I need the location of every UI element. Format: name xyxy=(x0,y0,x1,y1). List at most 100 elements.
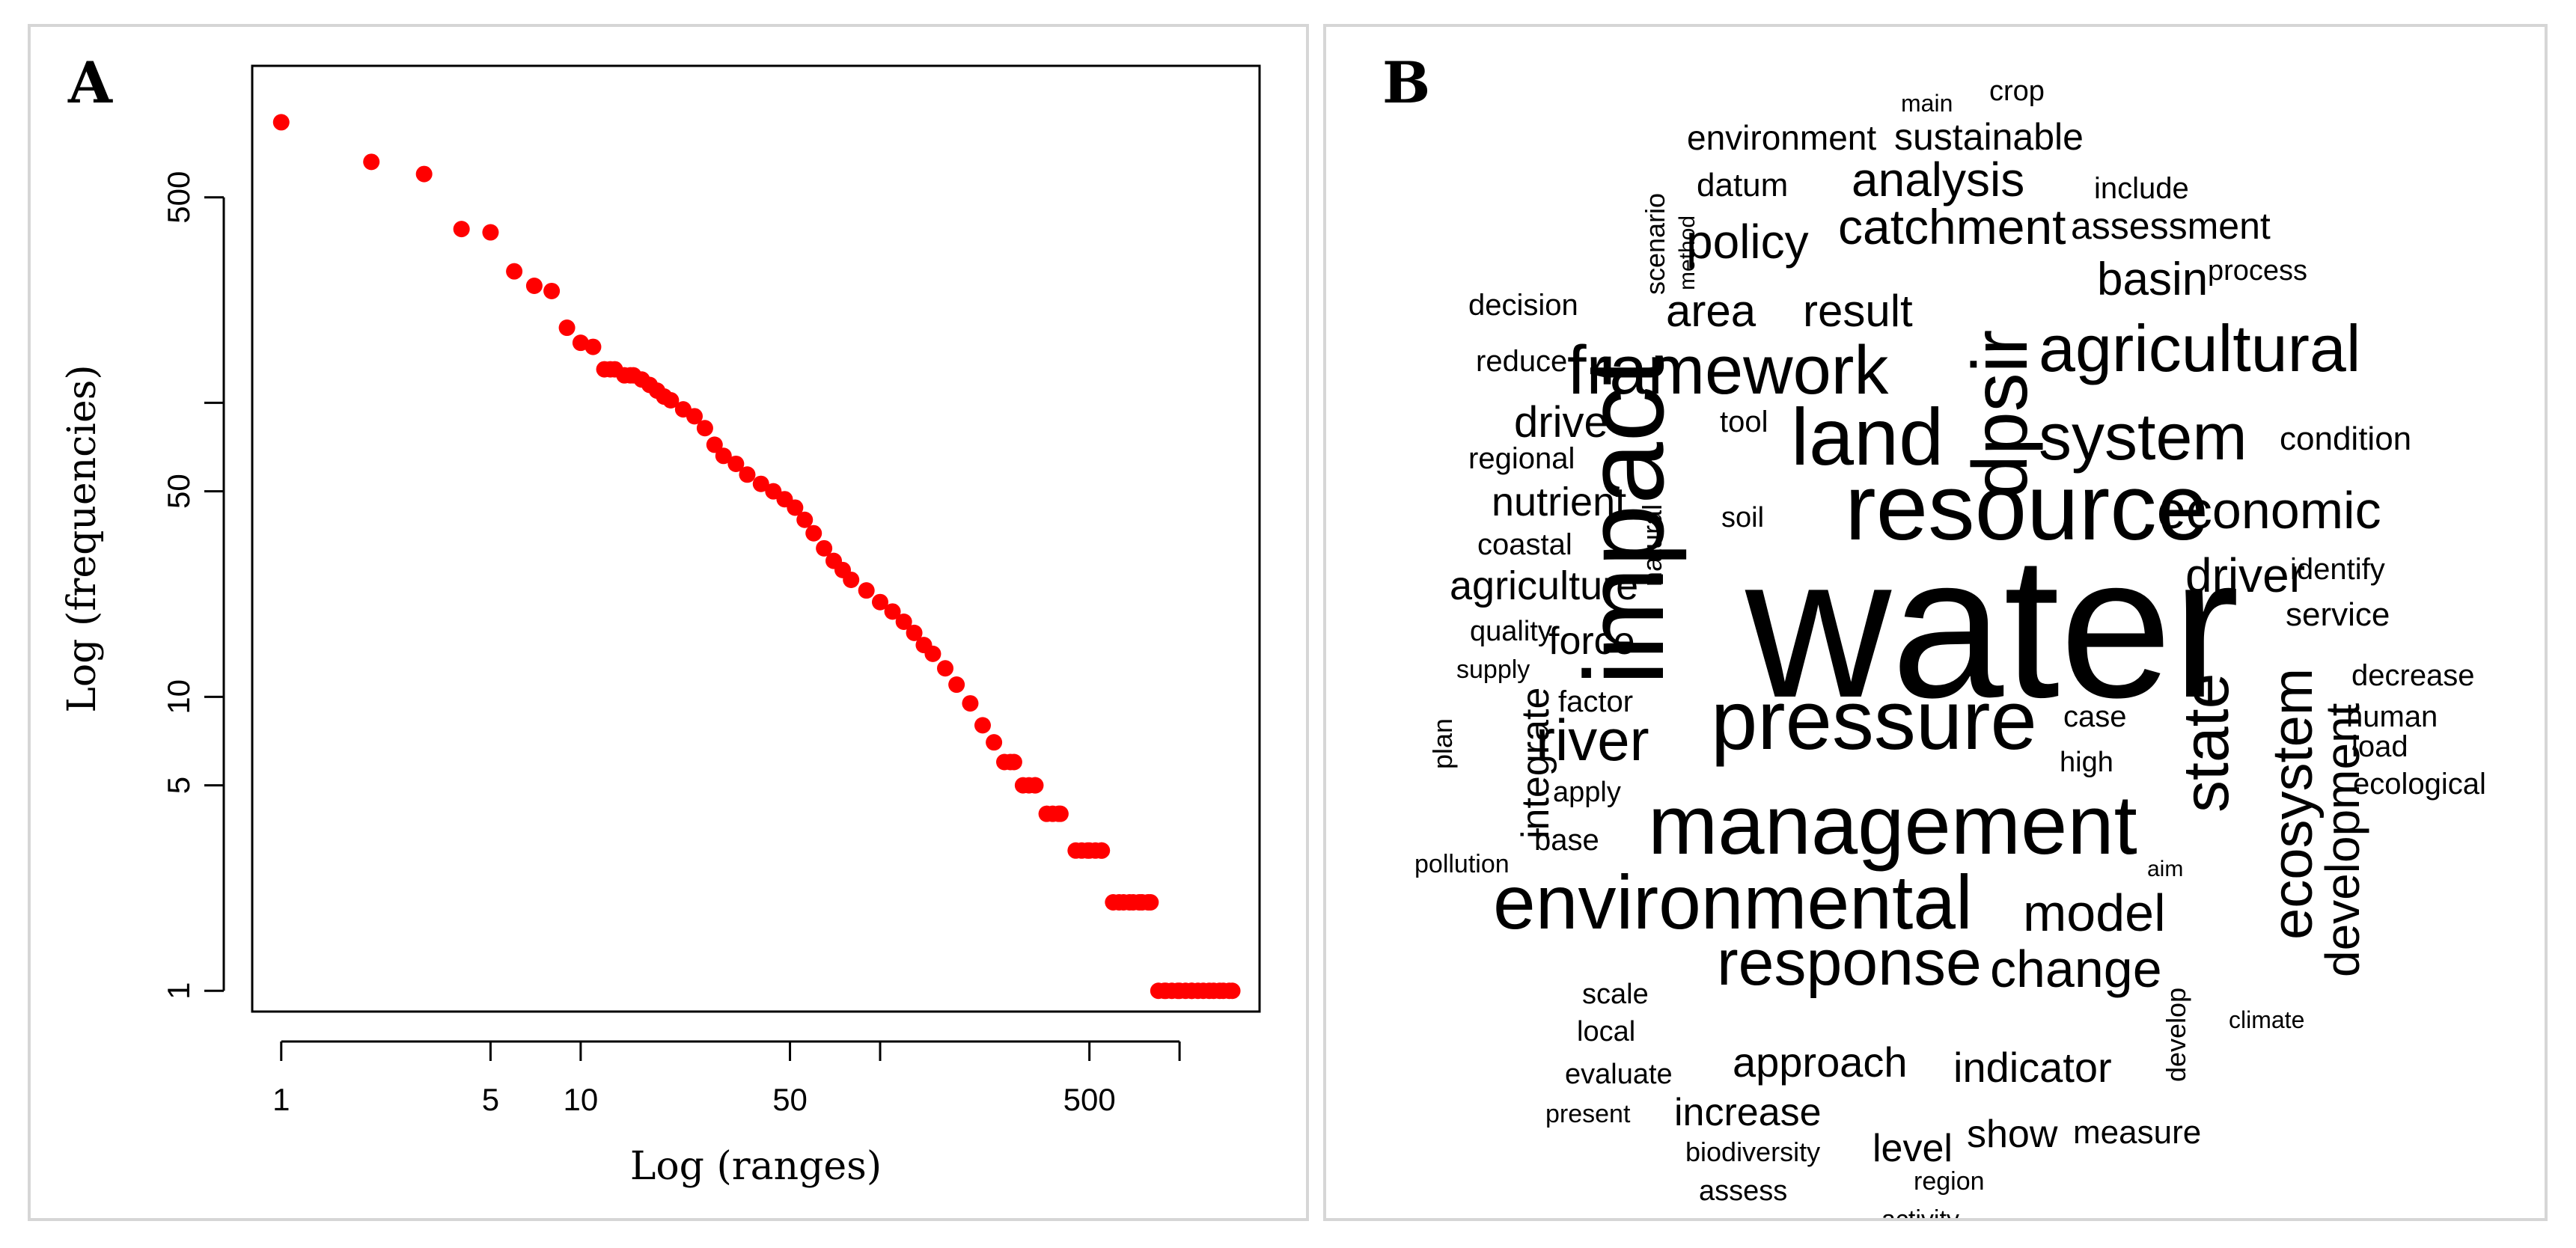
word-agriculture: agriculture xyxy=(1450,563,1638,608)
data-point xyxy=(363,153,380,171)
data-point xyxy=(662,391,680,409)
data-point xyxy=(715,447,732,465)
data-point xyxy=(937,660,954,677)
data-point xyxy=(805,524,822,542)
word-change: change xyxy=(1990,940,2162,998)
data-point xyxy=(525,277,543,294)
word-process: process xyxy=(2208,255,2307,287)
data-point xyxy=(895,614,912,631)
word-driver: driver xyxy=(2185,548,2305,602)
word-ecosystem: ecosystem xyxy=(2261,668,2325,940)
x-tick-label: 50 xyxy=(772,1082,808,1117)
word-include: include xyxy=(2094,172,2189,205)
data-point xyxy=(871,593,888,611)
data-point xyxy=(1093,842,1111,859)
word-quality: quality xyxy=(1470,616,1552,647)
data-point xyxy=(572,334,589,352)
word-management: management xyxy=(1648,778,2137,872)
word-economic: economic xyxy=(2157,481,2381,539)
word-environment: environment xyxy=(1687,118,1876,157)
word-decision: decision xyxy=(1468,289,1578,322)
panel-b-label: B xyxy=(1382,49,1431,116)
y-tick-label: 500 xyxy=(161,171,196,224)
data-point xyxy=(962,695,979,712)
y-tick-label: 50 xyxy=(161,474,196,509)
word-state: state xyxy=(2170,673,2242,813)
data-point xyxy=(924,645,941,662)
word-integrate: integrate xyxy=(1514,688,1557,839)
word-load: load xyxy=(2351,730,2408,763)
x-tick-label: 10 xyxy=(564,1082,599,1117)
word-datum: datum xyxy=(1697,167,1788,204)
word-agricultural: agricultural xyxy=(2039,311,2360,385)
x-tick-label: 1 xyxy=(272,1082,290,1117)
data-point xyxy=(696,420,713,437)
word-water: water xyxy=(1742,515,2239,740)
word-factor: factor xyxy=(1558,685,1633,718)
word-dpsir: dpsir xyxy=(1957,330,2044,498)
word-coastal: coastal xyxy=(1477,528,1572,561)
word-cloud: water impact resource management pressure env… xyxy=(1414,76,2486,1218)
data-point xyxy=(858,582,875,599)
word-service: service xyxy=(2286,596,2390,633)
data-point xyxy=(453,221,470,238)
word-drive: drive xyxy=(1514,398,1608,447)
data-point xyxy=(796,511,814,528)
data-point xyxy=(415,165,433,183)
data-point xyxy=(543,282,561,299)
word-reduce: reduce xyxy=(1476,345,1567,378)
word-land: land xyxy=(1791,391,1944,482)
word-supply: supply xyxy=(1456,655,1530,684)
data-point xyxy=(706,436,723,453)
word-increase: increase xyxy=(1674,1091,1822,1134)
word-high: high xyxy=(2060,747,2113,778)
word-aim: aim xyxy=(2147,857,2183,881)
word-identify: identify xyxy=(2290,553,2385,586)
word-condition: condition xyxy=(2280,420,2411,457)
word-scale: scale xyxy=(1582,979,1649,1010)
word-assess: assess xyxy=(1699,1175,1787,1207)
x-tick-label: 5 xyxy=(482,1082,499,1117)
word-ecological: ecological xyxy=(2353,768,2486,801)
scatter-plot: 1 5 10 50 500 1 5 10 50 500 Log (ranges) Log (frequ… xyxy=(60,64,1261,1189)
scatter-points xyxy=(272,114,1241,1000)
word-base: base xyxy=(1534,824,1599,857)
data-point xyxy=(585,338,602,355)
word-case: case xyxy=(2063,700,2127,733)
data-point xyxy=(974,717,991,734)
word-system: system xyxy=(2039,400,2247,474)
plot-frame xyxy=(251,64,1261,1013)
y-tick-label: 10 xyxy=(161,679,196,715)
word-approach: approach xyxy=(1733,1039,1908,1086)
data-point xyxy=(986,734,1003,751)
word-development: development xyxy=(2316,703,2369,977)
data-point xyxy=(948,676,965,694)
data-point xyxy=(1052,805,1069,822)
data-point xyxy=(1027,777,1044,794)
data-point xyxy=(739,466,756,483)
word-activity: activity xyxy=(1881,1205,1959,1218)
word-soil: soil xyxy=(1721,502,1764,533)
data-point xyxy=(906,624,923,641)
word-show: show xyxy=(1967,1113,2058,1156)
data-point xyxy=(816,539,833,557)
word-develop: develop xyxy=(2161,988,2191,1082)
panel-b: B water impact resource management pressure e… xyxy=(1323,24,2548,1221)
word-main: main xyxy=(1901,90,1953,117)
data-point xyxy=(727,455,745,472)
word-natural: natural xyxy=(1637,504,1667,587)
word-scenario: scenario xyxy=(1640,193,1670,295)
word-evaluate: evaluate xyxy=(1565,1059,1673,1090)
y-tick-label: 5 xyxy=(161,777,196,794)
data-point xyxy=(686,408,703,425)
word-framework: framework xyxy=(1567,332,1889,409)
word-region: region xyxy=(1914,1167,1985,1196)
data-point xyxy=(482,224,499,241)
panel-a-label: A xyxy=(68,49,112,116)
word-environmental: environmental xyxy=(1493,860,1973,945)
data-point xyxy=(787,499,804,516)
word-river: river xyxy=(1536,707,1649,773)
word-indicator: indicator xyxy=(1953,1044,2112,1091)
data-point xyxy=(558,319,576,337)
y-axis-title: Log (frequencies) xyxy=(60,364,105,712)
